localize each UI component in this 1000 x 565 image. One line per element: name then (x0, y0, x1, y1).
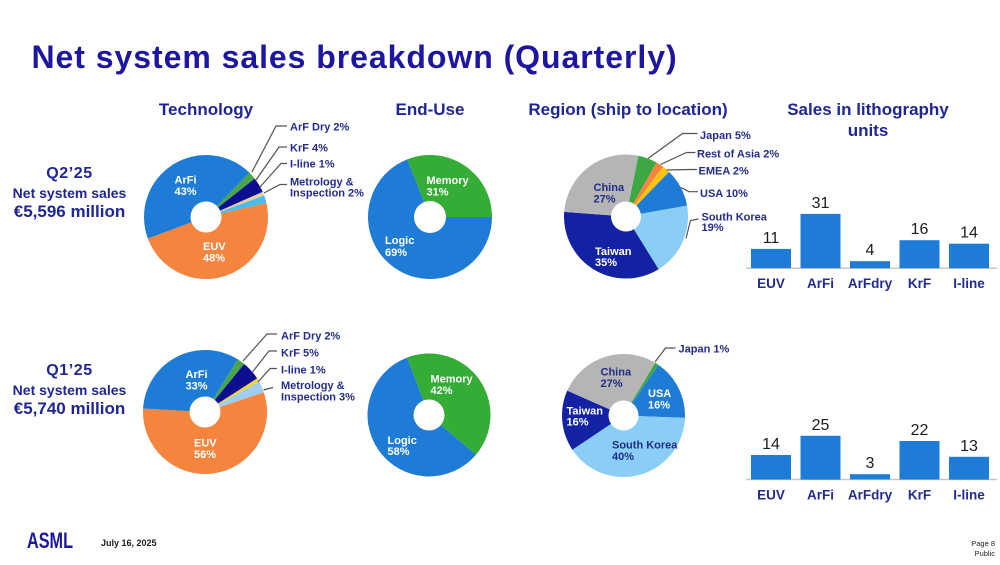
svg-text:33%: 33% (186, 381, 208, 393)
svg-text:Public: Public (975, 549, 996, 558)
svg-text:35%: 35% (595, 257, 617, 269)
svg-text:€5,596 million: €5,596 million (14, 202, 126, 221)
svg-text:South Korea: South Korea (702, 212, 768, 224)
svg-text:Japan 1%: Japan 1% (679, 344, 730, 356)
svg-text:End-Use: End-Use (396, 100, 465, 119)
svg-text:Metrology &: Metrology & (290, 177, 354, 189)
svg-text:KrF: KrF (908, 276, 931, 291)
svg-text:Technology: Technology (159, 100, 254, 119)
svg-text:South Korea: South Korea (612, 440, 678, 452)
svg-text:Memory: Memory (427, 175, 470, 187)
svg-text:14: 14 (762, 436, 780, 453)
svg-text:units: units (848, 121, 889, 140)
svg-text:11: 11 (763, 230, 780, 247)
svg-text:3: 3 (866, 455, 875, 472)
svg-text:Net system sales: Net system sales (13, 382, 127, 398)
svg-text:I-line 1%: I-line 1% (290, 159, 335, 171)
svg-text:ASML: ASML (27, 528, 73, 553)
svg-text:Japan 5%: Japan 5% (700, 130, 751, 142)
svg-text:EMEA 2%: EMEA 2% (699, 166, 750, 178)
svg-text:ArFdry: ArFdry (848, 488, 893, 503)
svg-text:43%: 43% (175, 186, 197, 198)
svg-text:I-line 1%: I-line 1% (281, 365, 326, 377)
svg-text:16%: 16% (648, 400, 670, 412)
svg-text:EUV: EUV (203, 241, 226, 253)
svg-text:€5,740 million: €5,740 million (14, 399, 126, 418)
svg-text:Inspection 2%: Inspection 2% (290, 188, 364, 200)
svg-text:Taiwan: Taiwan (595, 246, 632, 258)
svg-text:56%: 56% (194, 449, 216, 461)
svg-text:Taiwan: Taiwan (567, 405, 604, 417)
svg-text:Logic: Logic (385, 235, 414, 247)
svg-text:ArFi: ArFi (807, 276, 834, 291)
svg-text:KrF 5%: KrF 5% (281, 348, 319, 360)
svg-text:USA: USA (648, 388, 671, 400)
svg-text:31%: 31% (427, 187, 449, 199)
svg-text:USA 10%: USA 10% (700, 188, 748, 200)
svg-text:Net system sales breakdown (Qu: Net system sales breakdown (Quarterly) (32, 39, 678, 75)
svg-text:ArFi: ArFi (175, 175, 197, 187)
svg-text:14: 14 (960, 225, 978, 242)
svg-text:4: 4 (866, 242, 875, 259)
svg-text:16%: 16% (567, 417, 589, 429)
svg-text:27%: 27% (594, 194, 616, 206)
svg-text:KrF 4%: KrF 4% (290, 143, 328, 155)
svg-text:Q2’25: Q2’25 (46, 165, 93, 182)
svg-text:Q1’25: Q1’25 (46, 362, 93, 379)
svg-text:40%: 40% (612, 451, 634, 463)
svg-text:16: 16 (911, 221, 929, 238)
svg-text:19%: 19% (702, 222, 724, 234)
svg-text:ArFi: ArFi (807, 488, 834, 503)
svg-text:EUV: EUV (194, 438, 217, 450)
svg-text:13: 13 (960, 438, 978, 455)
svg-text:Sales in lithography: Sales in lithography (787, 100, 949, 119)
svg-text:31: 31 (812, 195, 830, 212)
svg-text:42%: 42% (431, 385, 453, 397)
svg-text:25: 25 (812, 417, 830, 434)
svg-text:Memory: Memory (431, 374, 474, 386)
svg-text:China: China (601, 367, 632, 379)
svg-text:48%: 48% (203, 253, 225, 265)
svg-text:China: China (594, 182, 625, 194)
svg-text:ArFi: ArFi (186, 369, 208, 381)
svg-text:27%: 27% (601, 378, 623, 390)
svg-text:KrF: KrF (908, 488, 931, 503)
svg-text:Page 8: Page 8 (971, 539, 995, 548)
svg-text:EUV: EUV (757, 488, 785, 503)
svg-text:69%: 69% (385, 247, 407, 259)
svg-text:July 16, 2025: July 16, 2025 (101, 538, 157, 548)
svg-text:ArF Dry 2%: ArF Dry 2% (290, 122, 350, 134)
svg-text:I-line: I-line (953, 488, 985, 503)
svg-text:58%: 58% (388, 446, 410, 458)
svg-text:Rest of Asia 2%: Rest of Asia 2% (697, 149, 779, 161)
svg-text:Metrology &: Metrology & (281, 380, 345, 392)
svg-text:ArF Dry 2%: ArF Dry 2% (281, 331, 341, 343)
svg-text:22: 22 (911, 422, 929, 439)
svg-text:EUV: EUV (757, 276, 785, 291)
svg-text:Logic: Logic (388, 435, 417, 447)
svg-text:I-line: I-line (953, 276, 985, 291)
svg-text:Inspection 3%: Inspection 3% (281, 392, 355, 404)
svg-text:ArFdry: ArFdry (848, 276, 893, 291)
svg-text:Region (ship to location): Region (ship to location) (528, 100, 727, 119)
svg-text:Net system sales: Net system sales (13, 185, 127, 201)
